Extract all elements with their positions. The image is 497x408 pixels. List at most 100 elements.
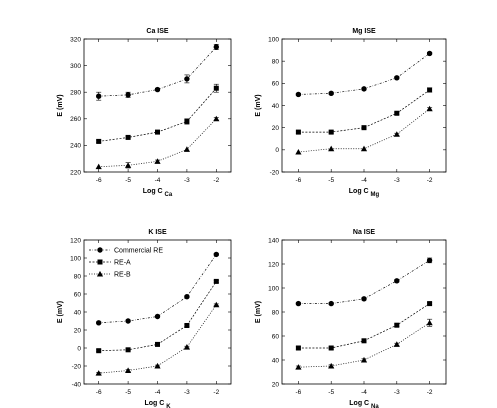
x-tick-label: -5 — [328, 389, 334, 396]
y-tick-label: 260 — [70, 116, 81, 123]
data-point — [393, 131, 400, 137]
data-point — [426, 105, 433, 112]
data-point — [213, 85, 219, 91]
data-point — [427, 87, 433, 93]
chart-title: Na ISE — [353, 229, 376, 236]
data-point — [295, 91, 302, 98]
chart-title: Ca ISE — [146, 28, 169, 35]
y-tick-label: -20 — [72, 363, 82, 370]
data-point — [295, 300, 302, 307]
x-tick-label: -6 — [296, 389, 302, 396]
data-point — [125, 318, 131, 324]
y-tick-label: 80 — [272, 309, 280, 316]
data-point — [125, 162, 132, 168]
y-tick-label: 100 — [268, 285, 279, 292]
data-point — [184, 76, 190, 82]
x-tick-label: -2 — [213, 389, 219, 396]
data-point — [328, 145, 335, 152]
x-axis-label: Log C Mg — [349, 188, 380, 198]
data-point — [125, 92, 131, 98]
y-tick-label: 100 — [268, 36, 279, 43]
data-point — [154, 313, 161, 320]
series-square — [96, 278, 219, 354]
data-point — [213, 301, 220, 308]
y-tick-label: 20 — [74, 327, 82, 334]
data-point — [184, 323, 190, 328]
y-axis-label: E (mV) — [57, 301, 64, 323]
data-point — [213, 278, 219, 284]
series-line — [298, 89, 430, 133]
x-axis-label-main: Log C — [349, 400, 371, 407]
series-line — [298, 260, 430, 304]
chart-title: Mg ISE — [352, 28, 376, 35]
data-point — [155, 341, 160, 347]
data-point — [394, 322, 400, 328]
series-triangle — [95, 301, 220, 376]
x-axis-label-subscript: Na — [371, 404, 379, 408]
y-tick-label: 140 — [268, 237, 279, 244]
x-tick-label: -2 — [427, 177, 433, 184]
data-point — [295, 364, 302, 370]
series-circle — [96, 44, 219, 101]
y-tick-label: 80 — [74, 273, 82, 280]
y-tick-label: 120 — [70, 237, 81, 244]
x-tick-label: -2 — [213, 177, 219, 184]
x-tick-label: -4 — [155, 177, 161, 184]
series-square — [96, 83, 219, 144]
data-point — [295, 148, 302, 155]
y-tick-label: 300 — [70, 63, 81, 70]
y-tick-label: 120 — [268, 261, 279, 268]
y-tick-label: 40 — [272, 103, 280, 110]
data-point — [96, 93, 102, 99]
y-tick-label: 0 — [275, 147, 279, 154]
series-circle — [295, 257, 433, 307]
y-axis-label: E (mV) — [57, 94, 64, 116]
x-axis-label-main: Log C — [349, 188, 371, 195]
y-tick-label: 60 — [272, 81, 280, 88]
legend-label: Commercial RE — [114, 248, 163, 255]
data-point — [96, 348, 102, 354]
data-point — [426, 257, 433, 264]
y-tick-label: 220 — [70, 169, 81, 176]
data-point — [328, 300, 334, 307]
series-triangle — [295, 105, 433, 155]
data-point — [328, 129, 334, 135]
data-point — [427, 301, 433, 307]
data-point — [95, 163, 102, 170]
y-axis-label: E (mV) — [255, 301, 262, 323]
x-tick-label: -5 — [125, 389, 131, 396]
series-square — [295, 301, 433, 351]
data-point — [184, 294, 190, 300]
y-tick-label: 0 — [77, 345, 81, 352]
legend: Commercial RE RE-A RE-B — [89, 247, 163, 279]
x-axis-label: Log C Na — [349, 400, 379, 408]
data-point — [213, 44, 219, 50]
series-line — [298, 303, 430, 349]
x-tick-label: -6 — [96, 177, 102, 184]
y-tick-label: 320 — [70, 36, 81, 43]
series-circle — [96, 251, 219, 326]
x-tick-label: -5 — [125, 177, 131, 184]
x-axis-label-subscript: Mg — [371, 192, 380, 198]
y-tick-label: 80 — [272, 58, 280, 65]
x-axis-label: Log C Ca — [143, 188, 173, 198]
data-point — [328, 362, 335, 369]
panel-3: Na ISE 20 40 60 80 100 120 140 -6 -5 -4 -3 -2 Log C N… — [255, 229, 447, 408]
data-point — [361, 125, 367, 131]
x-tick-label: -6 — [96, 389, 102, 396]
data-point — [183, 146, 190, 152]
y-tick-label: 40 — [272, 357, 280, 364]
data-point — [125, 367, 132, 373]
x-tick-label: -4 — [361, 389, 367, 396]
data-point — [295, 345, 301, 351]
x-tick-label: -5 — [328, 177, 334, 184]
data-point — [154, 158, 161, 164]
y-tick-label: 20 — [272, 381, 280, 388]
data-point — [213, 251, 219, 258]
data-point — [295, 129, 301, 135]
data-point — [361, 338, 367, 344]
chart-title: K ISE — [148, 229, 167, 236]
data-point — [360, 356, 368, 363]
x-tick-label: -3 — [184, 177, 190, 184]
